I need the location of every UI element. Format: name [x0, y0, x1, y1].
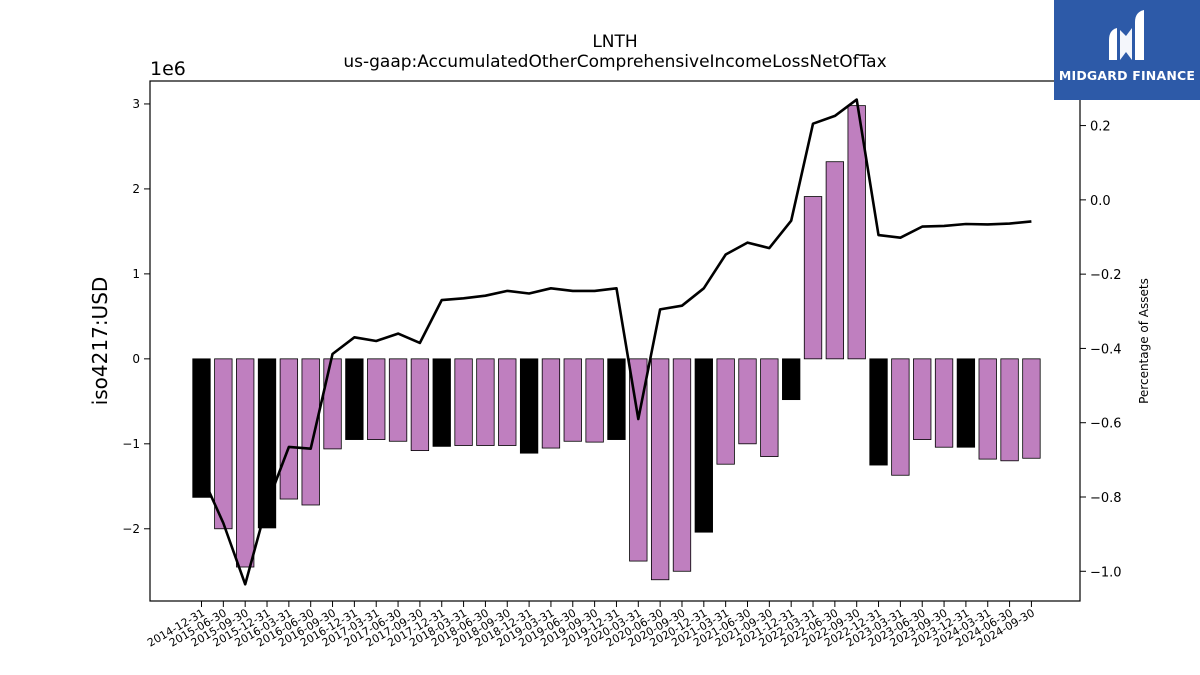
- y2-tick-label: 0.2: [1090, 120, 1111, 135]
- bar: [934, 358, 954, 448]
- y-tick-label: 2: [132, 182, 140, 196]
- y-tick-label: 0: [132, 352, 140, 366]
- y2-axis-label: Percentage of Assets: [1137, 278, 1151, 404]
- bar: [323, 358, 342, 450]
- bar: [607, 358, 626, 440]
- bar: [432, 358, 451, 447]
- bar: [541, 358, 561, 449]
- percentage-line: [200, 98, 1032, 586]
- y-tick-label: −1: [122, 437, 140, 451]
- y2-tick-label: −0.6: [1090, 417, 1122, 432]
- y2-tick-label: −1.0: [1090, 565, 1122, 580]
- plot-frame: [149, 80, 1081, 602]
- y2-tick-label: −0.8: [1090, 491, 1122, 506]
- bar: [913, 358, 932, 440]
- bar: [650, 358, 670, 581]
- y2-tick-label: −0.4: [1090, 342, 1122, 357]
- bar: [257, 358, 277, 529]
- y-axis-label: iso4217:USD: [88, 277, 112, 406]
- bar: [476, 358, 495, 446]
- bar: [410, 358, 430, 452]
- bar: [760, 358, 779, 457]
- bar: [279, 358, 299, 500]
- bar: [738, 358, 757, 445]
- bar: [563, 358, 582, 442]
- chart-subtitle: us-gaap:AccumulatedOtherComprehensiveInc…: [343, 52, 887, 72]
- bar: [519, 358, 539, 454]
- bar: [301, 358, 320, 506]
- bar: [672, 358, 692, 572]
- y-tick-label: 1: [132, 267, 140, 281]
- bar: [782, 358, 801, 401]
- bar: [345, 358, 364, 440]
- logo-text: MIDGARD FINANCE: [1058, 68, 1196, 83]
- bar: [716, 358, 735, 465]
- bar: [192, 358, 211, 498]
- bar: [367, 358, 386, 440]
- bar: [454, 358, 473, 446]
- bar: [825, 161, 845, 360]
- bar: [214, 358, 233, 530]
- bar: [1000, 358, 1019, 462]
- chart-title: LNTH: [592, 32, 638, 52]
- y2-tick-label: −0.2: [1090, 268, 1122, 283]
- bar: [388, 358, 408, 442]
- bar: [498, 358, 517, 446]
- bar: [803, 196, 823, 360]
- bar: [978, 358, 997, 460]
- bar: [1022, 358, 1041, 459]
- bar: [236, 358, 255, 568]
- y-tick-label: 3: [132, 97, 140, 111]
- y2-tick-label: 0.0: [1090, 194, 1111, 209]
- bar: [585, 358, 604, 443]
- y-offset-text: 1e6: [150, 58, 186, 80]
- bar: [869, 358, 888, 466]
- brand-logo: MIDGARD FINANCE: [1054, 0, 1200, 100]
- bar: [956, 358, 976, 448]
- bar: [694, 358, 713, 533]
- bar: [629, 358, 648, 562]
- y-tick-label: −2: [122, 522, 140, 536]
- bar: [891, 358, 910, 476]
- midgard-logo-icon: [1109, 10, 1144, 60]
